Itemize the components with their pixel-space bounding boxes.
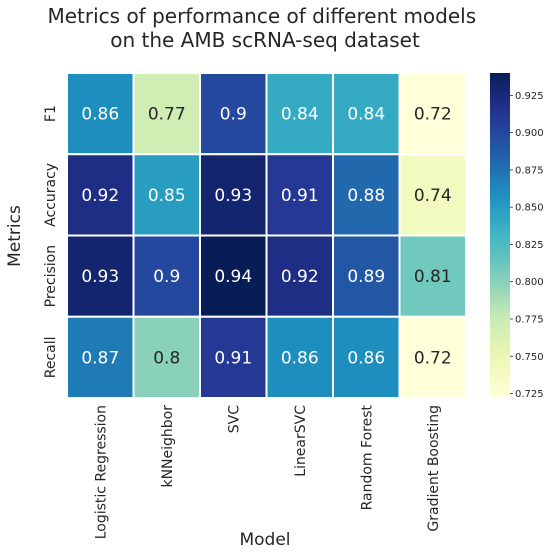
colorbar-tick-label: 0.800 xyxy=(515,277,544,288)
heatmap-cell-label: 0.89 xyxy=(347,267,385,287)
heatmap-cell-label: 0.88 xyxy=(347,186,385,206)
heatmap-cell xyxy=(265,315,334,399)
colorbar xyxy=(490,73,510,398)
heatmap-cell xyxy=(398,153,467,237)
y-tick-label: Accuracy xyxy=(43,163,59,227)
colorbar-tick-label: 0.875 xyxy=(515,165,544,176)
heatmap-cell xyxy=(132,72,201,156)
heatmap-cell-label: 0.77 xyxy=(148,105,186,125)
heatmap-cell-label: 0.92 xyxy=(81,186,119,206)
heatmap-cell-label: 0.86 xyxy=(81,105,119,125)
heatmap-cell-label: 0.85 xyxy=(148,186,186,206)
heatmap-cell-label: 0.84 xyxy=(281,105,319,125)
heatmap-cell-label: 0.94 xyxy=(214,267,252,287)
heatmap-cell-label: 0.86 xyxy=(281,348,319,368)
heatmap-cell xyxy=(199,315,268,399)
heatmap-cell xyxy=(132,153,201,237)
colorbar-tick-label: 0.750 xyxy=(515,352,544,363)
y-tick-label: F1 xyxy=(43,105,59,122)
y-tick-label: Precision xyxy=(43,245,59,307)
heatmap-cell-label: 0.86 xyxy=(347,348,385,368)
heatmap-cell-label: 0.81 xyxy=(414,267,452,287)
heatmap-cell xyxy=(398,234,467,318)
x-tick-label: Logistic Regression xyxy=(93,405,109,539)
heatmap-cell xyxy=(132,234,201,318)
colorbar-tick-label: 0.850 xyxy=(515,203,544,214)
chart-title-line-1: Metrics of performance of different mode… xyxy=(47,4,476,28)
y-tick-labels: F1 Accuracy Precision Recall xyxy=(43,105,59,378)
y-axis-label: Metrics xyxy=(5,205,25,267)
x-tick-labels: Logistic Regression kNNeighbor SVC LinearSV… xyxy=(93,405,442,540)
heatmap-cell-label: 0.72 xyxy=(414,105,452,125)
chart-title: Metrics of performance of different mode… xyxy=(47,4,482,52)
heatmap-cell-label: 0.93 xyxy=(214,186,252,206)
heatmap-cell xyxy=(398,72,467,156)
heatmap-cell xyxy=(332,315,401,399)
heatmap-cell xyxy=(66,315,135,399)
heatmap-cell-label: 0.9 xyxy=(220,105,247,125)
x-tick-label: Random Forest xyxy=(359,405,375,511)
x-tick-label: Gradient Boosting xyxy=(426,405,442,532)
colorbar-tick-label: 0.825 xyxy=(515,240,544,251)
colorbar-tick-label: 0.775 xyxy=(515,314,544,325)
heatmap-cell-label: 0.91 xyxy=(281,186,319,206)
heatmap-cell-label: 0.91 xyxy=(214,348,252,368)
heatmap-cell xyxy=(398,315,467,399)
heatmap-cell xyxy=(265,234,334,318)
heatmap-cell-label: 0.72 xyxy=(414,348,452,368)
y-tick-label: Recall xyxy=(43,336,59,378)
x-tick-label: LinearSVC xyxy=(293,405,309,477)
colorbar-tick-label: 0.725 xyxy=(515,389,544,400)
heatmap-cell xyxy=(265,153,334,237)
colorbar-tick-label: 0.900 xyxy=(515,128,544,139)
colorbar-ticks: 0.725 0.750 0.775 0.800 0.825 0.850 0.875 0.900… xyxy=(510,91,544,400)
heatmap-cell xyxy=(332,234,401,318)
heatmap-cell xyxy=(132,315,201,399)
x-axis-label: Model xyxy=(239,530,290,550)
x-tick-label: kNNeighbor xyxy=(160,405,176,488)
heatmap-cell-label: 0.8 xyxy=(153,348,180,368)
heatmap-cell xyxy=(66,72,135,156)
heatmap-cell-label: 0.93 xyxy=(81,267,119,287)
heatmap-cell-label: 0.9 xyxy=(153,267,180,287)
heatmap-cell-label: 0.74 xyxy=(414,186,452,206)
heatmap-cell-label: 0.84 xyxy=(347,105,385,125)
colorbar-tick-label: 0.925 xyxy=(515,91,544,102)
heatmap-cells: 0.86 0.77 0.9 0.84 0.84 0.72 0.92 0.85 0.93 0.91 0… xyxy=(66,72,467,399)
x-tick-label: SVC xyxy=(226,405,242,433)
heatmap-cell-label: 0.87 xyxy=(81,348,119,368)
heatmap-cell-label: 0.92 xyxy=(281,267,319,287)
chart-title-line-2: on the AMB scRNA-seq dataset xyxy=(110,28,420,52)
